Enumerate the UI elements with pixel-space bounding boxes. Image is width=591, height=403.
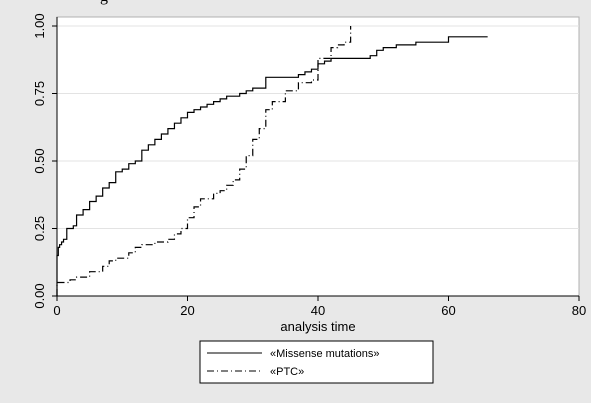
y-tick-label: 0.00 xyxy=(32,283,47,308)
legend-label-missense: «Missense mutations» xyxy=(270,348,379,360)
legend-box xyxy=(199,340,434,384)
y-tick-label: 1.00 xyxy=(32,13,47,38)
ticks: 0.00 0.25 0.50 0.75 1.00 0 20 40 60 80 xyxy=(32,13,586,318)
gridlines xyxy=(57,25,579,229)
series-line-ptc xyxy=(56,26,352,296)
legend: «Missense mutations» «PTC» xyxy=(199,340,434,384)
x-tick-label: 40 xyxy=(311,303,325,318)
y-tick-label: 0.50 xyxy=(32,148,47,173)
legend-label-ptc: «PTC» xyxy=(270,366,304,378)
series-line-missense xyxy=(56,36,488,296)
x-axis-title: analysis time xyxy=(280,319,355,334)
x-tick-label: 80 xyxy=(572,303,586,318)
x-tick-label: 20 xyxy=(180,303,194,318)
y-tick-label: 0.75 xyxy=(32,81,47,106)
y-tick-label: 0.25 xyxy=(32,216,47,241)
chart-heading: g xyxy=(100,0,108,6)
x-tick-label: 60 xyxy=(441,303,455,318)
x-tick-label: 0 xyxy=(53,303,60,318)
series xyxy=(56,26,488,296)
plot-area xyxy=(56,16,580,297)
